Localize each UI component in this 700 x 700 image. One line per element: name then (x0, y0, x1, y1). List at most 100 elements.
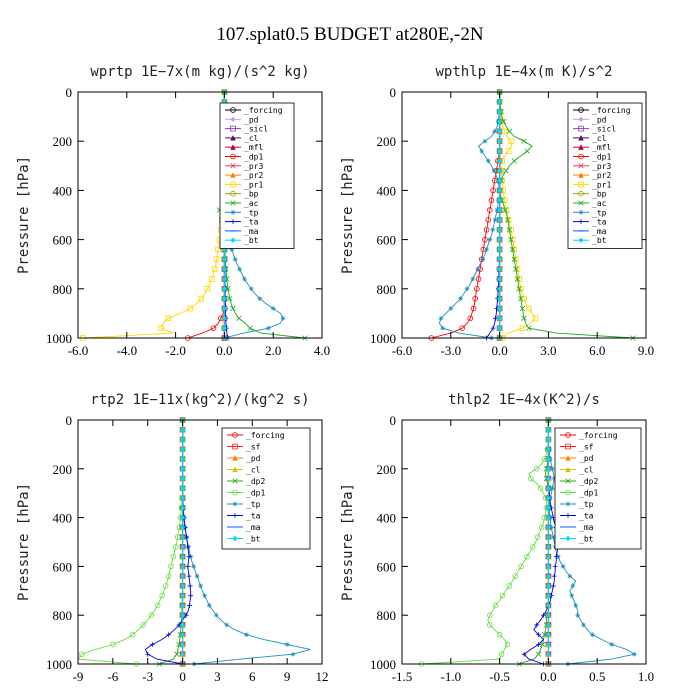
x-tick-label: -1.0 (441, 669, 462, 684)
data-point (186, 554, 192, 560)
data-point (506, 128, 513, 135)
legend-marker (232, 443, 238, 450)
legend-label: _bt (244, 236, 259, 245)
x-tick-label: -9 (73, 669, 84, 684)
y-axis-label: Pressure [hPa] (16, 483, 32, 601)
data-point (290, 651, 296, 657)
x-tick-label: 3.0 (540, 343, 556, 358)
data-point (204, 285, 211, 292)
legend-item: _forcing (573, 106, 631, 115)
y-tick-label: 600 (53, 559, 73, 574)
data-point (496, 217, 503, 223)
data-point (221, 286, 228, 292)
data-point (560, 564, 566, 569)
legend-label: _bp (244, 190, 259, 199)
data-point (505, 148, 512, 154)
data-point (536, 632, 542, 638)
data-point (492, 217, 498, 223)
x-tick-label: 0.0 (216, 343, 232, 358)
data-point (496, 167, 503, 174)
legend-marker (578, 190, 584, 197)
data-point (487, 612, 493, 618)
legend-label: _mfl (244, 143, 263, 152)
legend-label: _forcing (246, 431, 285, 440)
data-point (202, 593, 208, 599)
legend-label: _ma (244, 227, 259, 236)
y-tick-label: 600 (377, 559, 397, 574)
data-point (545, 631, 552, 638)
legend-label: _tp (246, 500, 261, 509)
data-point (470, 305, 477, 312)
data-point (535, 651, 542, 657)
data-point (165, 315, 172, 322)
data-point (526, 305, 532, 312)
data-point (284, 642, 290, 647)
data-point (448, 306, 454, 311)
data-point (529, 544, 536, 550)
data-point (487, 207, 493, 213)
legend-item: _dp2 (560, 477, 598, 486)
data-point (496, 99, 503, 105)
y-tick-label: 800 (377, 608, 397, 623)
data-point (545, 534, 552, 540)
data-point (518, 563, 524, 570)
data-point (506, 227, 513, 233)
data-point (170, 553, 177, 560)
data-point (482, 236, 488, 243)
series-line (187, 92, 225, 339)
data-point (490, 227, 496, 233)
data-point (512, 573, 519, 579)
y-tick-label: 200 (377, 134, 397, 149)
data-point (213, 256, 220, 263)
data-point (257, 296, 263, 302)
legend-item: _pd (573, 115, 607, 124)
data-point (524, 553, 530, 560)
x-tick-label: 6.0 (589, 343, 605, 358)
data-point (237, 266, 242, 272)
chart-panel-2: wpthlp 1E−4x(m K)/s^2 Pressure [hPa] -6.0 -… (340, 64, 654, 358)
data-point (78, 651, 85, 658)
x-tick-label: 3 (214, 669, 221, 684)
y-tick-label: 1000 (370, 331, 396, 346)
legend-marker (578, 125, 584, 132)
data-point (545, 524, 552, 531)
legend-label: _pd (246, 454, 261, 463)
data-point (545, 475, 552, 482)
data-point (198, 295, 205, 302)
data-point (208, 276, 215, 282)
legend-marker (565, 489, 571, 496)
data-point (224, 622, 230, 628)
chart-panels: wprtp 1E−7x(m kg)/(s^2 kg) Pressure [hPa]… (16, 64, 654, 684)
legend-item: _sicl (225, 125, 268, 134)
data-point (496, 325, 503, 331)
data-point (545, 456, 552, 462)
data-point (232, 256, 238, 262)
legend-label: _ac (244, 199, 259, 208)
legend-item: _dp1 (225, 153, 263, 162)
data-point (179, 602, 186, 609)
legend-item: _ta (573, 218, 607, 227)
data-point (179, 583, 186, 589)
series-line (431, 92, 501, 339)
data-point (467, 315, 474, 322)
data-point (179, 592, 186, 599)
data-point (270, 306, 276, 311)
data-point (496, 158, 503, 164)
y-tick-label: 1000 (370, 657, 396, 672)
data-point (545, 436, 552, 443)
data-point (496, 286, 503, 292)
legend-item: _bp (225, 190, 259, 199)
y-tick-label: 200 (53, 462, 73, 477)
data-point (496, 266, 503, 272)
data-point (470, 276, 476, 282)
data-point (490, 325, 496, 331)
plot-frame (77, 419, 323, 665)
data-point (534, 534, 541, 540)
x-tick-label: 12 (316, 669, 329, 684)
y-tick-label: 200 (377, 462, 397, 477)
data-point (511, 256, 517, 262)
data-point (165, 573, 172, 579)
data-point (191, 564, 197, 569)
legend-marker (565, 513, 571, 518)
data-point (496, 118, 503, 125)
